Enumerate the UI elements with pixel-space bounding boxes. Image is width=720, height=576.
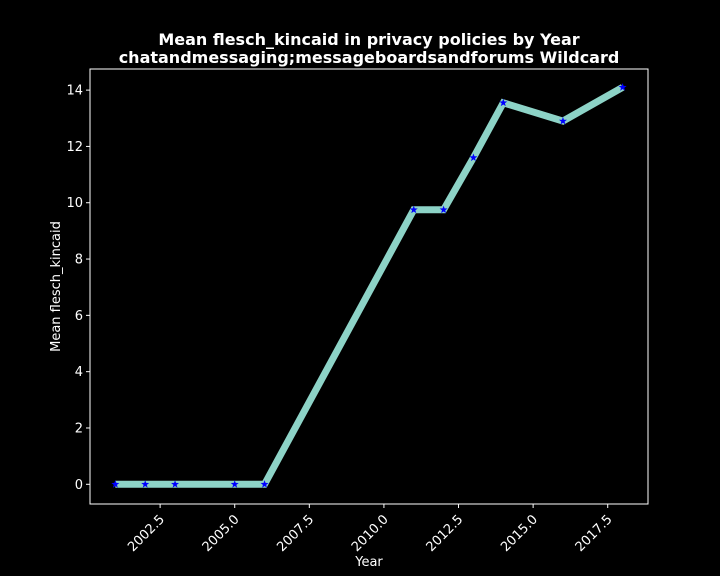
series-layer [111,83,627,488]
data-point-marker [499,98,508,107]
y-tick-label: 12 [66,140,83,155]
data-point-marker [409,205,418,214]
data-point-marker [260,480,269,488]
data-point-marker [230,480,239,488]
data-point-marker [469,153,478,162]
y-tick-label: 4 [75,365,83,380]
data-point-marker [439,205,448,214]
y-tick-label: 6 [75,309,83,324]
chart-subtitle: chatandmessaging;messageboardsandforums … [119,48,620,67]
y-tick-label: 2 [75,421,83,436]
data-point-marker [111,480,120,488]
data-point-marker [618,83,627,91]
data-point-marker [558,116,567,125]
y-axis-label: Mean flesch_kincaid [49,221,64,352]
y-tick-label: 8 [75,253,83,268]
x-axis-label: Year [354,555,383,570]
data-point-marker [171,480,180,488]
plot-area-frame [89,68,649,505]
y-tick-label: 0 [75,478,83,493]
y-axis-ticks: 0 2 4 6 8 10 12 14 [66,84,90,493]
y-tick-label: 14 [66,84,83,99]
chart-title: Mean flesch_kincaid in privacy policies … [158,30,579,49]
data-point-marker [141,480,150,488]
y-tick-label: 10 [66,196,83,211]
